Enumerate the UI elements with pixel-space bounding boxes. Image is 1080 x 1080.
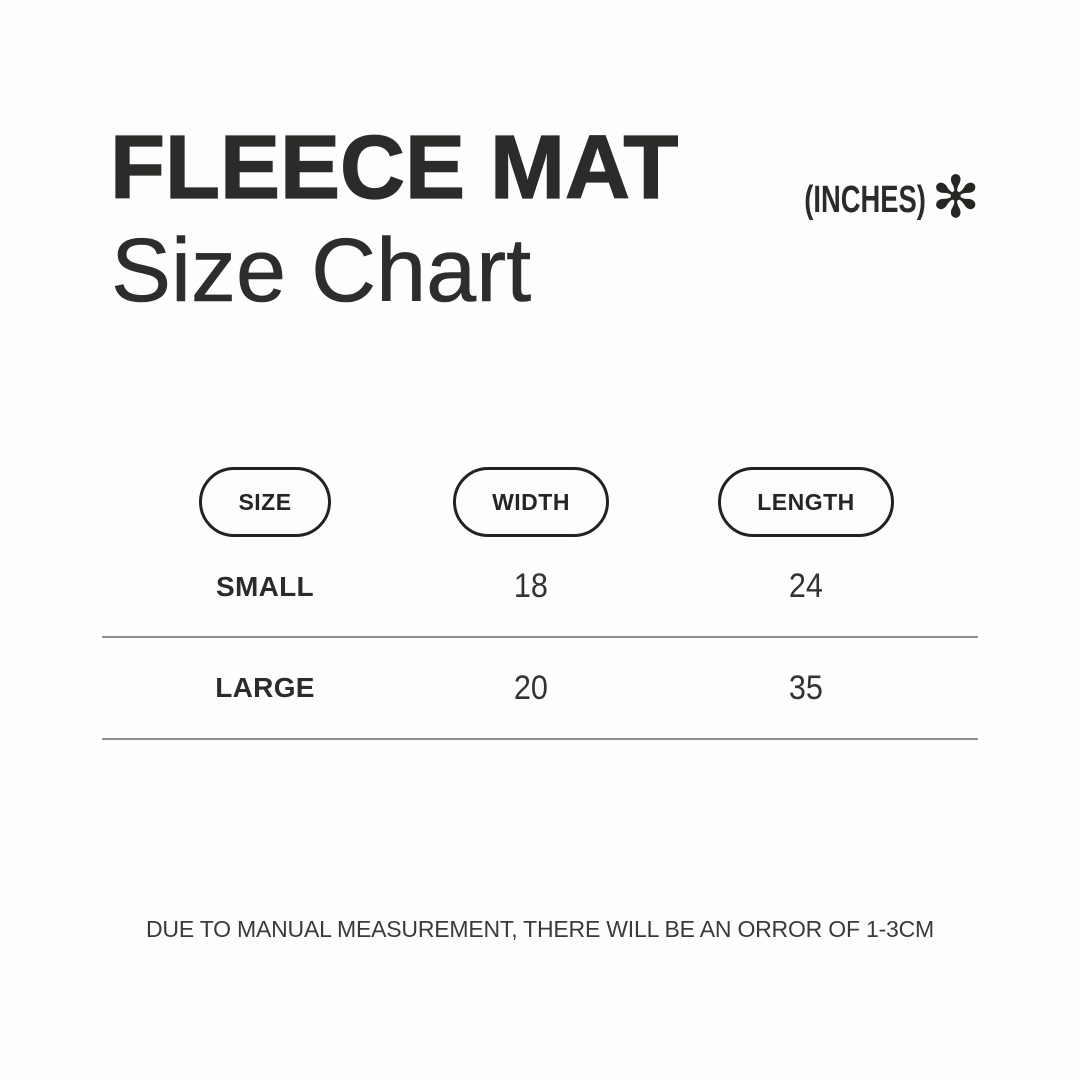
table-row-small: SMALL 18 24	[102, 537, 978, 638]
column-header-size: SIZE	[199, 467, 331, 537]
asterisk-icon: ✻	[931, 165, 980, 230]
page-title-subtitle: Size Chart	[111, 221, 532, 321]
unit-indicator: (INCHES) ✻	[757, 165, 980, 230]
column-header-width: WIDTH	[453, 467, 609, 537]
table-row-large: LARGE 20 35	[102, 638, 978, 740]
size-cell: SMALL	[216, 570, 314, 602]
width-value: 18	[513, 567, 549, 605]
measurement-disclaimer: DUE TO MANUAL MEASUREMENT, THERE WILL BE…	[146, 916, 934, 942]
column-header-length: LENGTH	[718, 467, 894, 537]
unit-label: (INCHES)	[803, 178, 926, 221]
width-value: 20	[513, 668, 549, 707]
length-value: 24	[788, 567, 824, 605]
size-table: SIZE WIDTH LENGTH SMALL 18 24 LARGE 20 3…	[102, 467, 978, 740]
size-cell: LARGE	[215, 672, 315, 703]
table-header-row: SIZE WIDTH LENGTH	[102, 467, 978, 537]
length-value: 35	[788, 668, 824, 707]
page-title-product: FLEECE MAT	[109, 118, 679, 218]
